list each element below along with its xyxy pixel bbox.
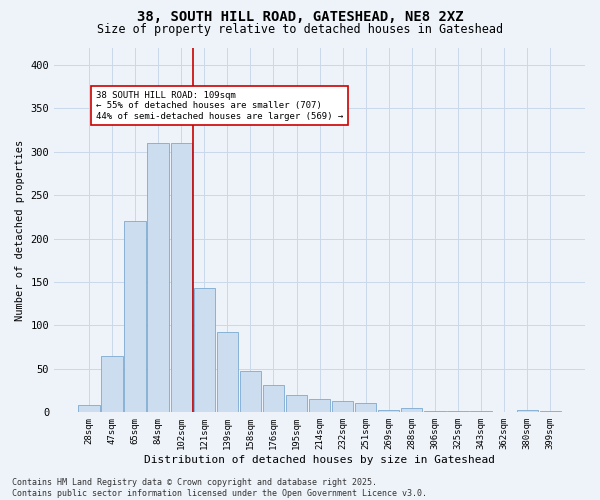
- Bar: [517, 410, 538, 412]
- Bar: [309, 400, 330, 412]
- Text: 38 SOUTH HILL ROAD: 109sqm
← 55% of detached houses are smaller (707)
44% of sem: 38 SOUTH HILL ROAD: 109sqm ← 55% of deta…: [96, 91, 343, 120]
- Bar: [448, 410, 469, 412]
- Bar: [170, 143, 192, 412]
- Bar: [194, 288, 215, 412]
- Text: Contains HM Land Registry data © Crown copyright and database right 2025.
Contai: Contains HM Land Registry data © Crown c…: [12, 478, 427, 498]
- Bar: [355, 403, 376, 412]
- X-axis label: Distribution of detached houses by size in Gateshead: Distribution of detached houses by size …: [144, 455, 495, 465]
- Bar: [286, 395, 307, 412]
- Bar: [263, 384, 284, 412]
- Bar: [148, 143, 169, 412]
- Bar: [539, 410, 561, 412]
- Text: 38, SOUTH HILL ROAD, GATESHEAD, NE8 2XZ: 38, SOUTH HILL ROAD, GATESHEAD, NE8 2XZ: [137, 10, 463, 24]
- Text: Size of property relative to detached houses in Gateshead: Size of property relative to detached ho…: [97, 22, 503, 36]
- Bar: [78, 406, 100, 412]
- Y-axis label: Number of detached properties: Number of detached properties: [15, 140, 25, 320]
- Bar: [240, 370, 261, 412]
- Bar: [401, 408, 422, 412]
- Bar: [332, 401, 353, 412]
- Bar: [378, 410, 400, 412]
- Bar: [101, 356, 122, 412]
- Bar: [217, 332, 238, 412]
- Bar: [124, 221, 146, 412]
